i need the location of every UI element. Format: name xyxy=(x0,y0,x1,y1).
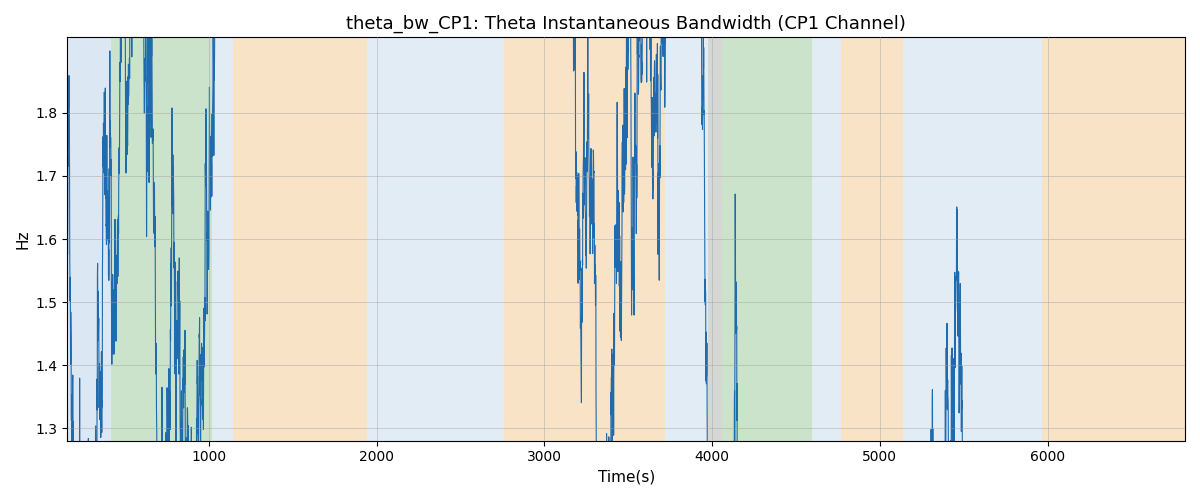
Bar xyxy=(812,38,841,440)
Bar xyxy=(1043,38,1186,440)
Bar xyxy=(722,38,812,440)
X-axis label: Time(s): Time(s) xyxy=(598,470,655,485)
Bar xyxy=(491,38,504,440)
Bar xyxy=(904,38,1043,440)
Bar xyxy=(211,38,234,440)
Y-axis label: Hz: Hz xyxy=(16,230,30,249)
Bar xyxy=(110,38,211,440)
Bar xyxy=(367,38,491,440)
Bar xyxy=(504,38,665,440)
Bar xyxy=(841,38,904,440)
Bar xyxy=(234,38,367,440)
Bar xyxy=(665,38,708,440)
Title: theta_bw_CP1: Theta Instantaneous Bandwidth (CP1 Channel): theta_bw_CP1: Theta Instantaneous Bandwi… xyxy=(347,15,906,34)
Bar xyxy=(67,38,110,440)
Bar xyxy=(708,38,722,440)
